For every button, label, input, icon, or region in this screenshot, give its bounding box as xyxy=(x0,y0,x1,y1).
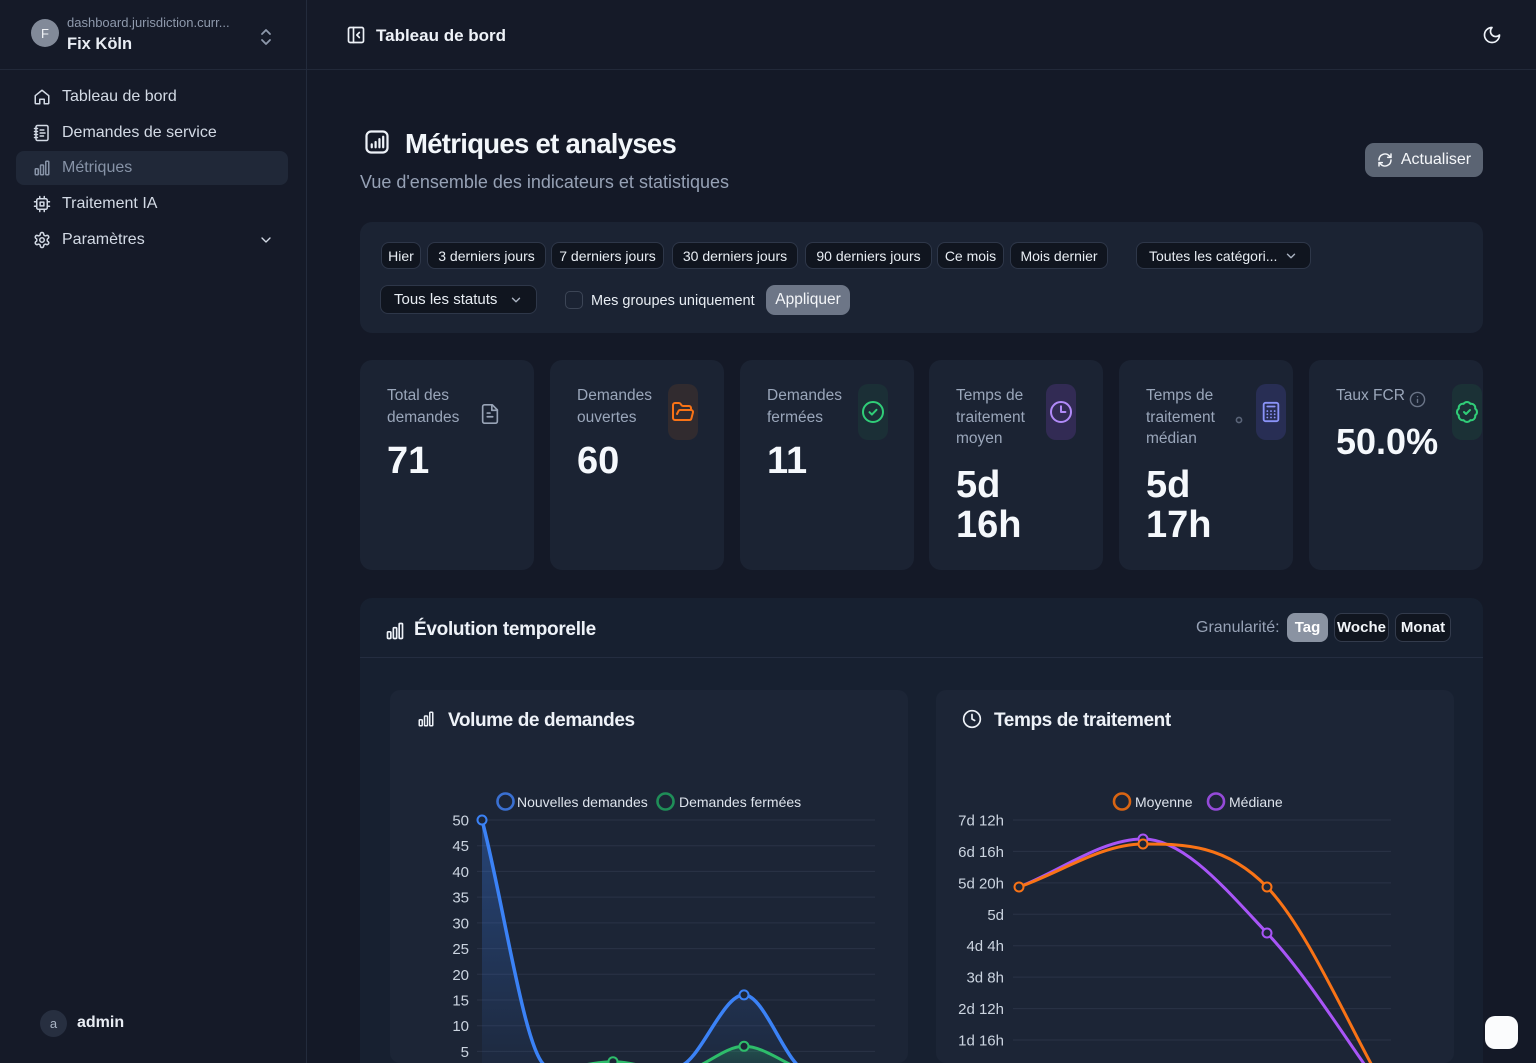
svg-text:40: 40 xyxy=(452,864,469,881)
svg-text:5: 5 xyxy=(461,1044,469,1061)
svg-text:45: 45 xyxy=(452,838,469,855)
svg-text:15: 15 xyxy=(452,993,469,1010)
svg-text:35: 35 xyxy=(452,890,469,907)
svg-text:Nouvelles demandes: Nouvelles demandes xyxy=(517,794,648,810)
svg-text:5d: 5d xyxy=(987,907,1004,924)
svg-text:2d 12h: 2d 12h xyxy=(958,1001,1004,1018)
svg-text:50: 50 xyxy=(452,813,469,830)
svg-text:Demandes fermées: Demandes fermées xyxy=(679,794,801,810)
svg-text:5d 20h: 5d 20h xyxy=(958,875,1004,892)
svg-text:25: 25 xyxy=(452,941,469,958)
svg-text:30: 30 xyxy=(452,915,469,932)
svg-text:1d 16h: 1d 16h xyxy=(958,1033,1004,1050)
svg-text:Médiane: Médiane xyxy=(1229,794,1283,810)
svg-text:6d 16h: 6d 16h xyxy=(958,844,1004,861)
svg-text:20: 20 xyxy=(452,967,469,984)
svg-text:7d 12h: 7d 12h xyxy=(958,813,1004,830)
svg-text:4d 4h: 4d 4h xyxy=(966,938,1004,955)
svg-text:3d 8h: 3d 8h xyxy=(966,970,1004,987)
svg-text:10: 10 xyxy=(452,1018,469,1035)
svg-text:Moyenne: Moyenne xyxy=(1135,794,1193,810)
